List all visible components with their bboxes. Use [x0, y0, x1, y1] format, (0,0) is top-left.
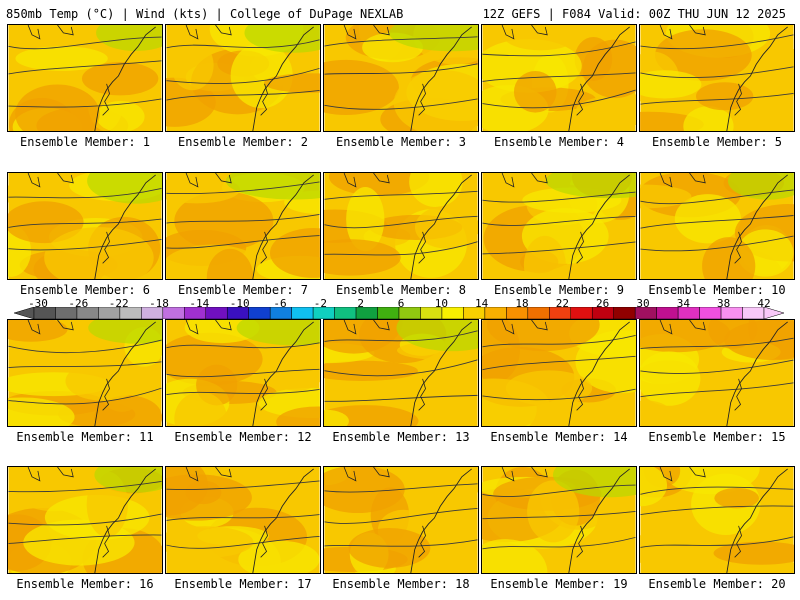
ensemble-member-label: Ensemble Member: 4: [493, 135, 625, 149]
ensemble-member-label: Ensemble Member: 3: [335, 135, 467, 149]
ensemble-member-label: Ensemble Member: 19: [490, 577, 628, 591]
colorbar-segment: [656, 307, 679, 319]
colorbar-tick-label: 10: [434, 297, 448, 310]
ensemble-member-map: [323, 24, 479, 132]
colorbar-high-arrow: [763, 307, 784, 319]
ensemble-member-map: [165, 319, 321, 427]
colorbar-tick-label: -22: [108, 297, 129, 310]
ensemble-member-label: Ensemble Member: 10: [648, 283, 786, 297]
colorbar-segment: [334, 307, 357, 319]
ensemble-member-map: [165, 466, 321, 574]
colorbar-tick-label: 34: [676, 297, 690, 310]
ensemble-member-map: [481, 319, 637, 427]
ensemble-member-map: [165, 24, 321, 132]
ensemble-member-map: [7, 172, 163, 280]
colorbar-segment: [248, 307, 271, 319]
colorbar-tick-label: 2: [357, 297, 364, 310]
ensemble-member-label: Ensemble Member: 2: [177, 135, 309, 149]
temperature-colorbar: [14, 307, 784, 319]
colorbar-segment: [527, 307, 550, 319]
colorbar-tick-label: 22: [555, 297, 569, 310]
ensemble-member-map: [323, 172, 479, 280]
colorbar-segment: [613, 307, 636, 319]
colorbar-tick-label: -6: [273, 297, 287, 310]
colorbar-tick-label: 30: [636, 297, 650, 310]
ensemble-member-label: Ensemble Member: 16: [16, 577, 154, 591]
ensemble-member-label: Ensemble Member: 14: [490, 430, 628, 444]
colorbar-tick-label: 42: [757, 297, 771, 310]
colorbar-tick-label: 14: [475, 297, 489, 310]
colorbar-segment: [570, 307, 593, 319]
ensemble-member-map: [639, 466, 795, 574]
colorbar-segment: [291, 307, 314, 319]
colorbar-tick-label: -30: [28, 297, 48, 310]
colorbar-segment: [377, 307, 400, 319]
model-run-label: 12Z GEFS | F084 Valid: 00Z THU JUN 12 20…: [482, 7, 786, 21]
colorbar-tick-label: -2: [313, 297, 327, 310]
colorbar-tick-label: -18: [149, 297, 169, 310]
ensemble-member-label: Ensemble Member: 11: [16, 430, 154, 444]
ensemble-member-map: [7, 466, 163, 574]
ensemble-member-map: [481, 466, 637, 574]
ensemble-member-map: [7, 319, 163, 427]
ensemble-member-map: [639, 172, 795, 280]
ensemble-member-map: [481, 24, 637, 132]
colorbar-tick-label: 6: [397, 297, 405, 310]
ensemble-member-map: [323, 466, 479, 574]
ensemble-member-label: Ensemble Member: 7: [177, 283, 309, 297]
ensemble-member-label: Ensemble Member: 6: [19, 283, 151, 297]
ensemble-member-map: [639, 24, 795, 132]
ensemble-member-map: [481, 172, 637, 280]
ensemble-member-label: Ensemble Member: 8: [335, 283, 467, 297]
ensemble-member-label: Ensemble Member: 15: [648, 430, 786, 444]
ensemble-member-map: [639, 319, 795, 427]
ensemble-member-map: [323, 319, 479, 427]
ensemble-member-map: [165, 172, 321, 280]
ensemble-member-label: Ensemble Member: 18: [332, 577, 470, 591]
ensemble-member-label: Ensemble Member: 1: [19, 135, 151, 149]
ensemble-member-map: [7, 24, 163, 132]
map-title: 850mb Temp (°C) | Wind (kts) | College o…: [6, 7, 404, 21]
ensemble-member-label: Ensemble Member: 13: [332, 430, 470, 444]
colorbar-tick-label: -10: [229, 297, 250, 310]
colorbar-tick-label: 38: [717, 297, 731, 310]
colorbar-tick-label: -14: [189, 297, 210, 310]
ensemble-member-label: Ensemble Member: 9: [493, 283, 625, 297]
colorbar-tick-label: 18: [515, 297, 529, 310]
ensemble-member-label: Ensemble Member: 20: [648, 577, 786, 591]
colorbar-tick-label: 26: [596, 297, 610, 310]
ensemble-member-label: Ensemble Member: 17: [174, 577, 312, 591]
colorbar-tick-label: -26: [68, 297, 89, 310]
ensemble-member-label: Ensemble Member: 5: [651, 135, 783, 149]
ensemble-member-label: Ensemble Member: 12: [174, 430, 312, 444]
